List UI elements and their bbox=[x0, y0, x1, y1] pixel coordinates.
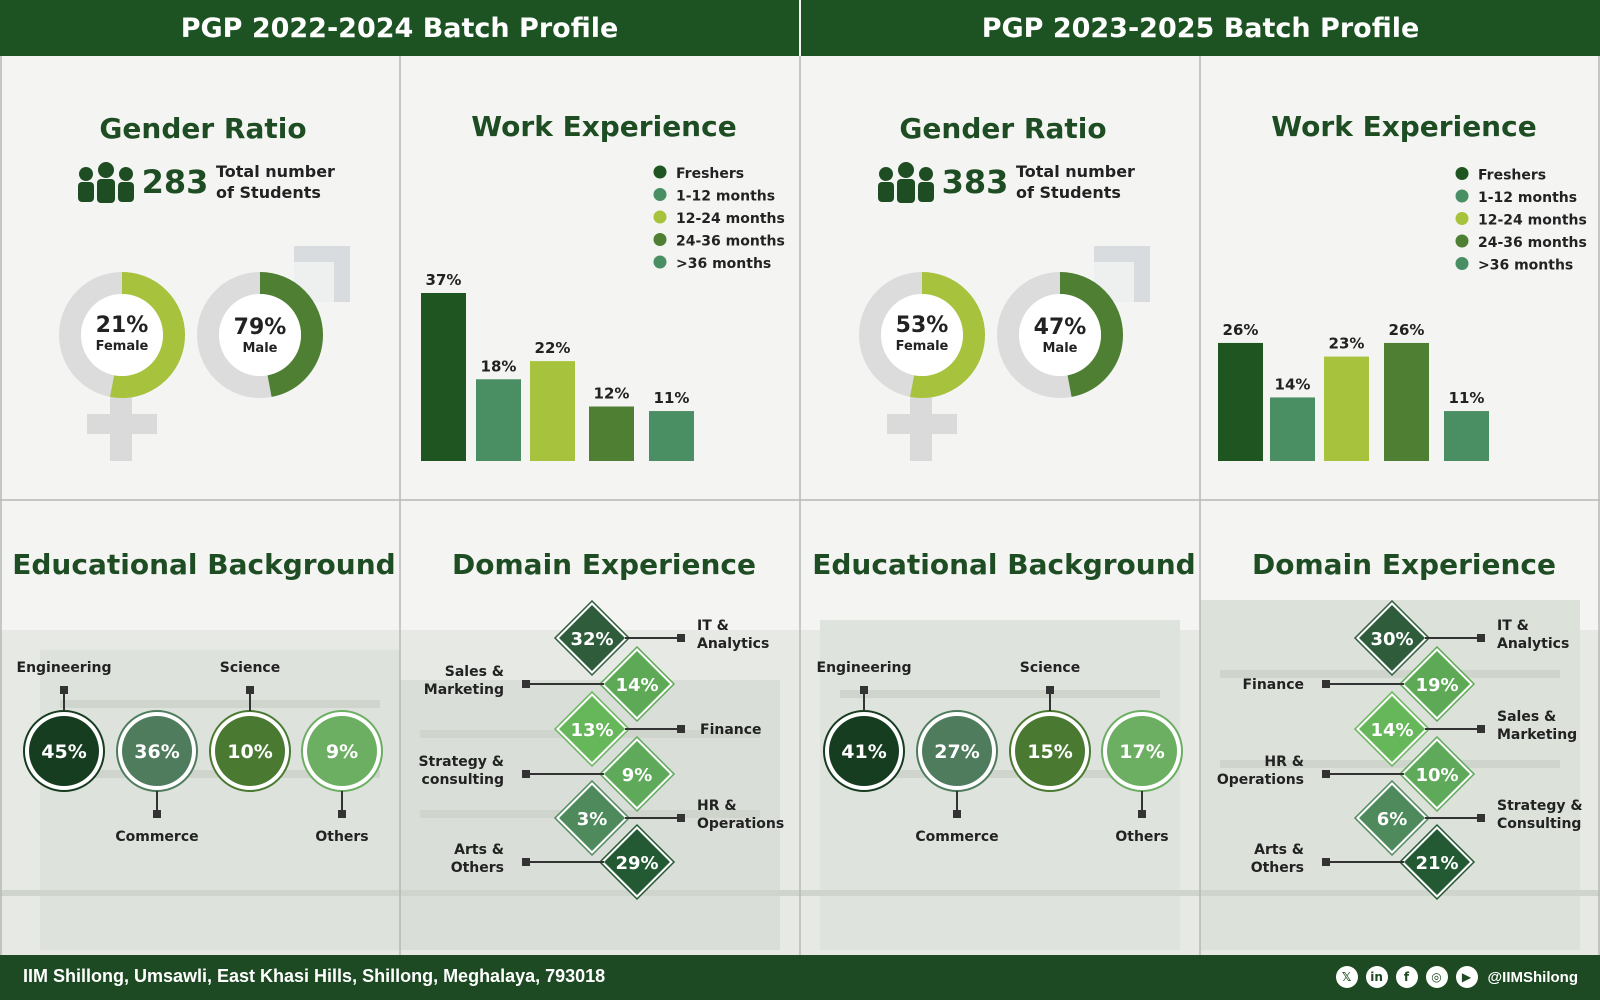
bar bbox=[476, 379, 521, 461]
total-label: Total number bbox=[216, 162, 335, 181]
female-label: Female bbox=[96, 339, 149, 354]
bar-value-label: 26% bbox=[1223, 321, 1259, 339]
male-label: Male bbox=[1043, 341, 1078, 356]
male-percent: 79% bbox=[234, 315, 287, 340]
legend-item: 24-36 months bbox=[1478, 235, 1587, 251]
legend-item: 1-12 months bbox=[676, 189, 775, 205]
work-experience-panel: Work Experience Freshers 1-12 months 12-24 … bbox=[1218, 110, 1587, 461]
legend-item: 24-36 months bbox=[676, 234, 785, 250]
linkedin-icon[interactable]: in bbox=[1365, 966, 1388, 988]
bar-value-label: 26% bbox=[1389, 321, 1425, 339]
bar-value-label: 37% bbox=[426, 271, 462, 289]
bar-value-label: 12% bbox=[594, 385, 630, 403]
bar-value-label: 11% bbox=[654, 389, 690, 407]
male-symbol-icon bbox=[1094, 246, 1150, 302]
batch-2-header: PGP 2023-2025 Batch Profile bbox=[801, 0, 1600, 56]
female-symbol-icon bbox=[887, 395, 957, 461]
people-group-icon bbox=[78, 162, 134, 203]
bar-value-label: 22% bbox=[535, 339, 571, 357]
female-percent: 53% bbox=[896, 313, 949, 338]
gender-ratio-panel: Gender Ratio 283 Total number of Students 21… bbox=[59, 112, 350, 461]
total-students: 383 bbox=[942, 163, 1009, 201]
facebook-icon[interactable]: f bbox=[1395, 966, 1418, 988]
legend-item: >36 months bbox=[676, 256, 771, 272]
male-donut-arc bbox=[197, 272, 323, 398]
bar bbox=[649, 411, 694, 461]
bar bbox=[1324, 356, 1369, 461]
instagram-icon[interactable]: ◎ bbox=[1425, 966, 1448, 988]
total-students: 283 bbox=[142, 163, 209, 201]
work-title: Work Experience bbox=[1271, 110, 1536, 143]
legend-item: 12-24 months bbox=[676, 211, 785, 227]
legend-marker bbox=[653, 188, 667, 201]
x-icon[interactable]: 𝕏 bbox=[1335, 966, 1358, 988]
bar-value-label: 11% bbox=[1449, 389, 1485, 407]
female-donut-track bbox=[59, 272, 185, 398]
batch-1-header: PGP 2022-2024 Batch Profile bbox=[0, 0, 799, 56]
legend-marker bbox=[1455, 189, 1469, 203]
bar bbox=[589, 406, 634, 461]
female-percent: 21% bbox=[96, 313, 149, 338]
male-symbol-icon bbox=[294, 246, 350, 302]
social-handle[interactable]: @IIMShilong bbox=[1487, 968, 1578, 986]
legend-item: 12-24 months bbox=[1478, 213, 1587, 229]
youtube-icon[interactable]: ▶ bbox=[1455, 966, 1478, 988]
legend-marker bbox=[1455, 234, 1469, 248]
footer-address: IIM Shillong, Umsawli, East Khasi Hills,… bbox=[23, 966, 606, 986]
bar-value-label: 23% bbox=[1329, 335, 1365, 353]
gender-title: Gender Ratio bbox=[99, 112, 306, 145]
footer-bar: IIM Shillong, Umsawli, East Khasi Hills,… bbox=[0, 955, 1600, 1000]
legend-marker bbox=[1455, 257, 1469, 270]
bar bbox=[1270, 397, 1315, 461]
bar bbox=[1218, 342, 1263, 461]
bar bbox=[1444, 411, 1489, 461]
female-label: Female bbox=[896, 339, 949, 354]
legend-item: Freshers bbox=[1478, 168, 1546, 184]
male-label: Male bbox=[243, 341, 278, 356]
male-donut-track bbox=[197, 272, 323, 398]
legend-marker bbox=[653, 165, 667, 179]
social-links: 𝕏 in f ◎ ▶ @IIMShilong bbox=[1335, 966, 1578, 988]
gender-title: Gender Ratio bbox=[899, 112, 1106, 145]
legend-marker bbox=[1455, 167, 1469, 180]
total-label: of Students bbox=[1016, 183, 1121, 202]
gender-ratio-panel: Gender Ratio 383 Total number of Students 53… bbox=[859, 112, 1150, 461]
bar bbox=[1384, 342, 1429, 461]
total-label: of Students bbox=[216, 183, 321, 202]
male-percent: 47% bbox=[1034, 315, 1087, 340]
bar-value-label: 14% bbox=[1275, 375, 1311, 393]
male-donut-arc bbox=[997, 272, 1123, 398]
female-donut-arc bbox=[59, 272, 185, 398]
female-donut-track bbox=[859, 272, 985, 398]
legend-marker bbox=[653, 233, 667, 246]
female-donut-arc bbox=[859, 272, 985, 398]
bar bbox=[421, 293, 466, 461]
header-bar: PGP 2022-2024 Batch Profile PGP 2023-202… bbox=[0, 0, 1600, 56]
legend-item: 1-12 months bbox=[1478, 190, 1577, 206]
campus-background-image bbox=[0, 600, 1600, 955]
legend-marker bbox=[653, 210, 667, 224]
total-label: Total number bbox=[1016, 162, 1135, 181]
work-title: Work Experience bbox=[471, 110, 736, 143]
bar bbox=[530, 361, 575, 461]
male-donut-track bbox=[997, 272, 1123, 398]
legend-item: >36 months bbox=[1478, 258, 1573, 274]
work-experience-panel: Work Experience Freshers 1-12 months 12-24 … bbox=[421, 110, 785, 461]
legend-item: Freshers bbox=[676, 166, 744, 182]
bar-value-label: 18% bbox=[481, 357, 517, 375]
legend-marker bbox=[1455, 212, 1469, 225]
people-group-icon bbox=[878, 162, 934, 203]
female-symbol-icon bbox=[87, 395, 157, 461]
legend-marker bbox=[653, 255, 667, 269]
